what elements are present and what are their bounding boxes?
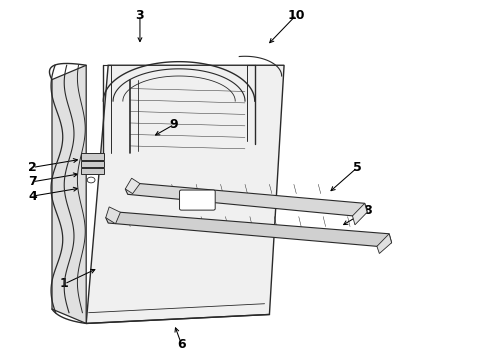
Text: 1: 1 bbox=[60, 278, 69, 291]
Polygon shape bbox=[125, 178, 140, 194]
Polygon shape bbox=[106, 212, 392, 246]
Text: 10: 10 bbox=[288, 9, 305, 22]
Text: 7: 7 bbox=[28, 175, 37, 188]
Text: 5: 5 bbox=[353, 161, 362, 174]
Polygon shape bbox=[52, 65, 86, 323]
Text: 4: 4 bbox=[28, 190, 37, 203]
Text: 9: 9 bbox=[170, 118, 178, 131]
Text: 3: 3 bbox=[136, 9, 144, 22]
FancyBboxPatch shape bbox=[81, 168, 104, 174]
Text: 8: 8 bbox=[363, 204, 371, 217]
FancyBboxPatch shape bbox=[179, 190, 215, 210]
FancyBboxPatch shape bbox=[81, 161, 104, 167]
Circle shape bbox=[87, 177, 95, 183]
FancyBboxPatch shape bbox=[81, 153, 104, 160]
Polygon shape bbox=[377, 234, 392, 253]
Polygon shape bbox=[86, 65, 284, 323]
Text: 2: 2 bbox=[28, 161, 37, 174]
Text: 6: 6 bbox=[177, 338, 186, 351]
Polygon shape bbox=[352, 203, 367, 225]
Polygon shape bbox=[106, 207, 121, 224]
Polygon shape bbox=[125, 184, 367, 216]
